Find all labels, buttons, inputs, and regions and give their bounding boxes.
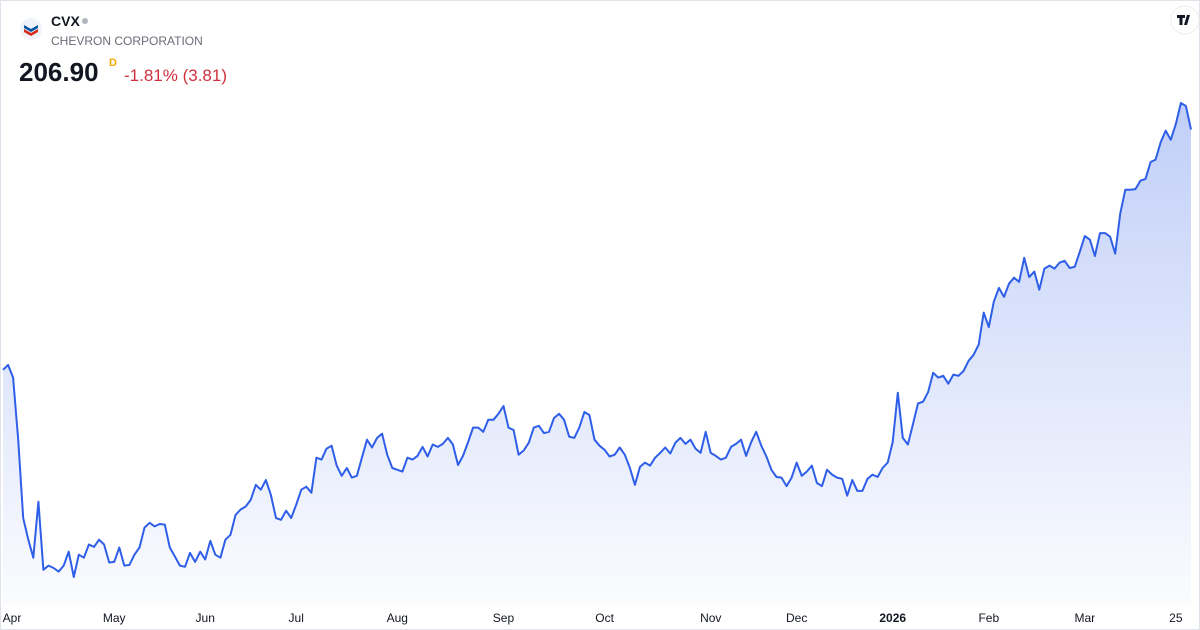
- area-fill: [3, 103, 1191, 605]
- x-tick-label: Jun: [196, 611, 215, 625]
- x-tick-label: Sep: [493, 611, 515, 625]
- x-tick-label: 2026: [879, 611, 906, 625]
- x-tick-label: Nov: [700, 611, 721, 625]
- price-line: [2, 102, 1192, 578]
- x-tick-label: Jul: [289, 611, 304, 625]
- x-tick-label: 25: [1169, 611, 1183, 625]
- interval: D: [109, 57, 117, 69]
- x-tick-label: Oct: [595, 611, 614, 625]
- company-name: CHEVRON CORPORATION: [51, 34, 203, 48]
- price: 206.90: [19, 57, 99, 87]
- change: -1.81% (3.81): [124, 66, 227, 85]
- symbol: CVX: [51, 13, 80, 29]
- x-tick-label: May: [103, 611, 126, 625]
- tv-logo: [1170, 5, 1200, 35]
- x-tick-label: Feb: [978, 611, 999, 625]
- x-tick-label: Dec: [786, 611, 807, 625]
- x-tick-label: Mar: [1075, 611, 1096, 625]
- x-tick-label: Apr: [3, 611, 22, 625]
- logo: [20, 18, 42, 40]
- status-dot: [82, 18, 88, 24]
- x-tick-label: Aug: [387, 611, 408, 625]
